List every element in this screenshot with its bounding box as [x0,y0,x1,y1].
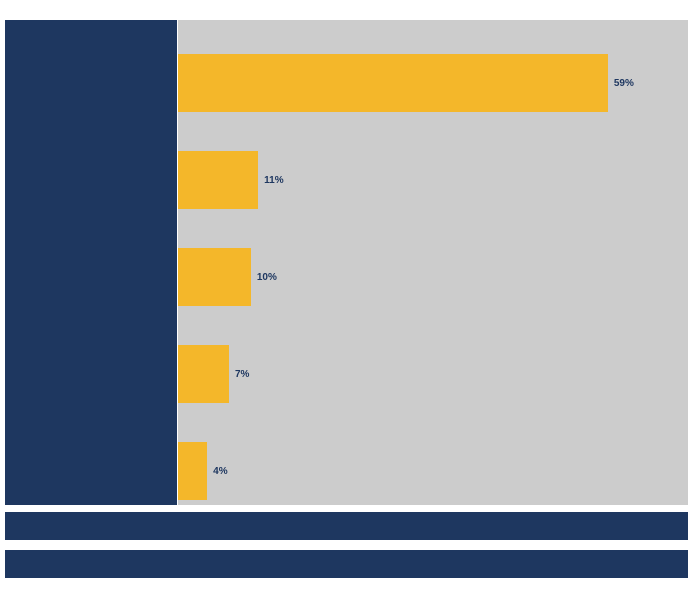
bar [178,151,258,209]
chart-frame: 59% 11% 10% 7% 4% [0,0,700,600]
bar-value-label: 11% [264,175,283,186]
bar-row: 10% [178,248,277,306]
bar-value-label: 4% [213,466,227,477]
bar-value-label: 7% [235,369,249,380]
bar [178,345,229,403]
bar [178,248,251,306]
bar-value-label: 10% [257,272,277,283]
bar [178,442,207,500]
footer-stripe [5,550,688,578]
bar-value-label: 59% [614,78,634,89]
bar-row: 4% [178,442,228,500]
bar-row: 59% [178,54,634,112]
bar [178,54,608,112]
footer-stripe [5,512,688,540]
bar-plot: 59% 11% 10% 7% 4% [178,20,688,505]
left-category-panel [5,20,177,505]
bar-row: 7% [178,345,249,403]
bar-row: 11% [178,151,284,209]
